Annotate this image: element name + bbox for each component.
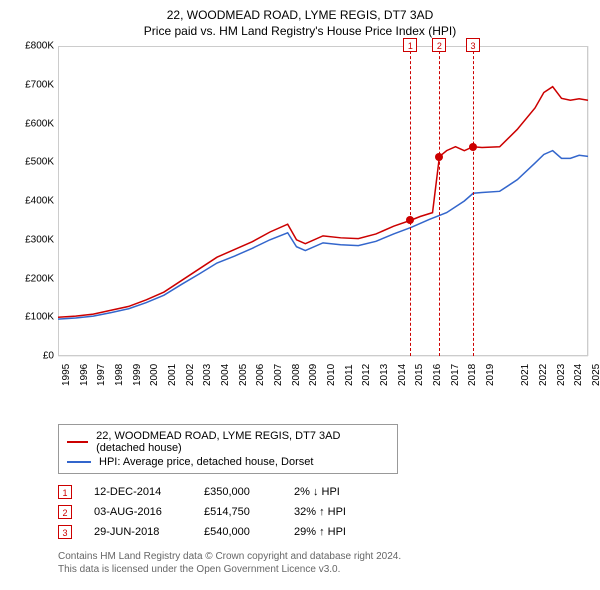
sales-date: 29-JUN-2018	[94, 526, 204, 538]
legend-row: HPI: Average price, detached house, Dors…	[67, 455, 389, 469]
y-axis-label: £100K	[18, 312, 54, 323]
x-axis-label: 2005	[238, 364, 249, 386]
sales-marker: 2	[58, 505, 72, 519]
x-axis-label: 1995	[61, 364, 72, 386]
gridline-v	[588, 46, 589, 356]
sales-table: 1 12-DEC-2014£350,0002% ↓ HPI 2 03-AUG-2016…	[58, 482, 592, 542]
y-axis-label: £500K	[18, 157, 54, 168]
x-axis-label: 2016	[432, 364, 443, 386]
x-axis-label: 2025	[591, 364, 600, 386]
y-axis-label: £300K	[18, 234, 54, 245]
y-axis-label: £600K	[18, 118, 54, 129]
y-axis-label: £700K	[18, 79, 54, 90]
x-axis-label: 2004	[220, 364, 231, 386]
sales-row: 3 29-JUN-2018£540,00029% ↑ HPI	[58, 522, 592, 542]
x-axis-label: 2022	[538, 364, 549, 386]
x-axis-label: 2006	[255, 364, 266, 386]
x-axis-label: 1996	[79, 364, 90, 386]
x-axis-label: 2019	[485, 364, 496, 386]
x-axis-label: 2009	[308, 364, 319, 386]
legend-label: 22, WOODMEAD ROAD, LYME REGIS, DT7 3AD (…	[96, 430, 389, 454]
chart-lines	[58, 46, 588, 356]
series-line	[58, 87, 588, 318]
sale-marker-box: 3	[466, 38, 480, 52]
sale-dashed-line	[410, 46, 411, 356]
legend-row: 22, WOODMEAD ROAD, LYME REGIS, DT7 3AD (…	[67, 429, 389, 455]
chart-container: 22, WOODMEAD ROAD, LYME REGIS, DT7 3AD P…	[8, 8, 592, 576]
sales-price: £514,750	[204, 506, 294, 518]
y-axis-label: £200K	[18, 273, 54, 284]
chart-subtitle: Price paid vs. HM Land Registry's House …	[8, 24, 592, 38]
chart-title: 22, WOODMEAD ROAD, LYME REGIS, DT7 3AD	[8, 8, 592, 22]
sales-pct: 2% ↓ HPI	[294, 486, 384, 498]
sale-dashed-line	[473, 46, 474, 356]
x-axis-label: 2023	[556, 364, 567, 386]
sale-marker-box: 2	[432, 38, 446, 52]
x-axis-label: 2003	[202, 364, 213, 386]
x-axis-label: 2018	[467, 364, 478, 386]
x-axis-label: 2001	[167, 364, 178, 386]
gridline-h	[58, 356, 588, 357]
x-axis-label: 2014	[397, 364, 408, 386]
footer-line-2: This data is licensed under the Open Gov…	[58, 563, 592, 576]
sales-pct: 29% ↑ HPI	[294, 526, 384, 538]
y-axis-label: £400K	[18, 196, 54, 207]
sales-price: £350,000	[204, 486, 294, 498]
x-axis-label: 2007	[273, 364, 284, 386]
plot-area: £0£100K£200K£300K£400K£500K£600K£700K£80…	[28, 46, 588, 386]
x-axis-label: 2002	[185, 364, 196, 386]
y-axis-label: £0	[18, 351, 54, 362]
legend-swatch	[67, 461, 91, 463]
x-axis-label: 1998	[114, 364, 125, 386]
sales-pct: 32% ↑ HPI	[294, 506, 384, 518]
x-axis-label: 2015	[414, 364, 425, 386]
x-axis-label: 1997	[96, 364, 107, 386]
legend-label: HPI: Average price, detached house, Dors…	[99, 456, 313, 468]
sale-marker-box: 1	[403, 38, 417, 52]
sales-row: 1 12-DEC-2014£350,0002% ↓ HPI	[58, 482, 592, 502]
x-axis-label: 2024	[573, 364, 584, 386]
x-axis-label: 2012	[361, 364, 372, 386]
sales-date: 12-DEC-2014	[94, 486, 204, 498]
sales-price: £540,000	[204, 526, 294, 538]
sales-row: 2 03-AUG-2016£514,75032% ↑ HPI	[58, 502, 592, 522]
footer-line-1: Contains HM Land Registry data © Crown c…	[58, 550, 592, 563]
sales-date: 03-AUG-2016	[94, 506, 204, 518]
sales-marker: 3	[58, 525, 72, 539]
x-axis-label: 1999	[132, 364, 143, 386]
series-line	[58, 151, 588, 320]
x-axis-label: 2017	[450, 364, 461, 386]
y-axis-label: £800K	[18, 41, 54, 52]
x-axis-label: 2021	[520, 364, 531, 386]
sales-marker: 1	[58, 485, 72, 499]
sale-dashed-line	[439, 46, 440, 356]
x-axis-label: 2008	[291, 364, 302, 386]
footer: Contains HM Land Registry data © Crown c…	[58, 550, 592, 576]
x-axis-label: 2013	[379, 364, 390, 386]
x-axis-label: 2000	[149, 364, 160, 386]
legend: 22, WOODMEAD ROAD, LYME REGIS, DT7 3AD (…	[58, 424, 398, 474]
legend-swatch	[67, 441, 88, 443]
x-axis-label: 2011	[344, 364, 355, 386]
x-axis-label: 2010	[326, 364, 337, 386]
